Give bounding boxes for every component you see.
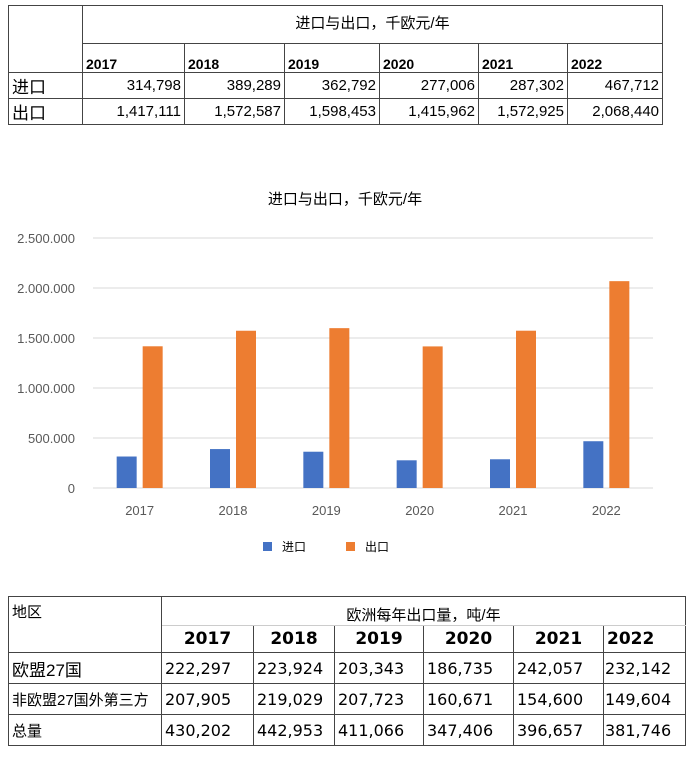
- y-tick-label: 1.500.000: [17, 331, 75, 346]
- year-header: 2017: [82, 43, 185, 73]
- chart-title: 进口与出口，千欧元/年: [268, 191, 422, 208]
- x-tick-label: 2019: [312, 503, 341, 518]
- cell: 411,066: [334, 714, 424, 746]
- row-label: 出口: [8, 98, 83, 125]
- table-title: 进口与出口，千欧元/年: [81, 5, 664, 44]
- year-header: 2019: [334, 625, 424, 653]
- cell: 203,343: [334, 652, 424, 684]
- cell: 1,598,453: [284, 98, 380, 125]
- cell: 160,671: [423, 683, 514, 715]
- year-header: 2021: [513, 625, 604, 653]
- cell: 1,572,925: [478, 98, 568, 125]
- table-row: 出口 1,417,111 1,572,587 1,598,453 1,415,9…: [8, 98, 664, 125]
- year-header: 2020: [379, 43, 479, 73]
- bar-export-2018: [236, 330, 256, 488]
- year-header: 2019: [284, 43, 380, 73]
- cell: 396,657: [513, 714, 604, 746]
- bar-import-2018: [210, 449, 230, 488]
- cell: 223,924: [253, 652, 335, 684]
- cell: 287,302: [478, 72, 568, 99]
- x-tick-label: 2018: [219, 503, 248, 518]
- y-tick-label: 500.000: [28, 431, 75, 446]
- bar-export-2021: [516, 330, 536, 488]
- cell: 219,029: [253, 683, 335, 715]
- import-export-value-table: 进口与出口，千欧元/年 2017 2018 2019 2020 2021 202…: [8, 5, 664, 125]
- cell: 1,415,962: [379, 98, 479, 125]
- legend: 进口 出口: [263, 540, 389, 554]
- bar-import-2017: [116, 456, 137, 488]
- cell: 381,746: [602, 714, 687, 746]
- bar-export-2019: [329, 328, 350, 488]
- cell: 467,712: [566, 72, 664, 99]
- corner-cell: [8, 5, 83, 73]
- x-tick-label: 2022: [592, 503, 621, 518]
- cell: 207,723: [334, 683, 424, 715]
- cell: 154,600: [513, 683, 604, 715]
- bar-import-2020: [396, 460, 417, 488]
- legend-label-import: 进口: [282, 540, 306, 554]
- cell: 186,735: [423, 652, 514, 684]
- cell: 1,572,587: [184, 98, 285, 125]
- bar-import-2019: [303, 451, 324, 488]
- table-row: 欧盟27国 222,297 223,924 203,343 186,735 24…: [8, 652, 687, 684]
- cell: 207,905: [161, 683, 254, 715]
- cell: 314,798: [82, 72, 185, 99]
- cell: 277,006: [379, 72, 479, 99]
- y-tick-label: 0: [68, 481, 75, 496]
- x-tick-label: 2021: [499, 503, 528, 518]
- table-row: 总量 430,202 442,953 411,066 347,406 396,6…: [8, 714, 687, 746]
- y-tick-label: 2.000.000: [17, 281, 75, 296]
- bar-export-2017: [142, 346, 163, 488]
- legend-swatch-export: [346, 542, 355, 551]
- export-volume-table: 地区 欧洲每年出口量，吨/年 2017 2018 2019 2020 2021 …: [8, 596, 687, 746]
- cell: 232,142: [602, 652, 687, 684]
- cell: 2,068,440: [566, 98, 664, 125]
- table-row: 非欧盟27国外第三方 207,905 219,029 207,723 160,6…: [8, 683, 687, 715]
- year-header: 2022: [602, 625, 687, 653]
- row-label: 欧盟27国: [8, 652, 162, 684]
- cell: 222,297: [161, 652, 254, 684]
- bar-export-2022: [609, 281, 630, 488]
- legend-label-export: 出口: [365, 540, 389, 554]
- row-label: 非欧盟27国外第三方: [8, 683, 162, 715]
- x-tick-label: 2017: [125, 503, 154, 518]
- row-label: 进口: [8, 72, 83, 99]
- y-tick-label: 2.500.000: [17, 231, 75, 246]
- row-label: 总量: [8, 714, 162, 746]
- year-header: 2018: [253, 625, 335, 653]
- cell: 389,289: [184, 72, 285, 99]
- bar-export-2020: [422, 346, 443, 488]
- year-header: 2021: [478, 43, 568, 73]
- legend-swatch-import: [263, 542, 272, 551]
- year-header: 2018: [184, 43, 285, 73]
- y-tick-label: 1.000.000: [17, 381, 75, 396]
- cell: 242,057: [513, 652, 604, 684]
- cell: 430,202: [161, 714, 254, 746]
- year-header: 2020: [423, 625, 514, 653]
- table-row: 进口 314,798 389,289 362,792 277,006 287,3…: [8, 72, 664, 99]
- cell: 149,604: [602, 683, 687, 715]
- bar-import-2022: [583, 441, 604, 488]
- region-header: 地区: [8, 596, 162, 653]
- year-header: 2022: [566, 43, 664, 73]
- cell: 362,792: [284, 72, 380, 99]
- cell: 347,406: [423, 714, 514, 746]
- cell: 442,953: [253, 714, 335, 746]
- year-header: 2017: [161, 625, 254, 653]
- bar-chart: 进口与出口，千欧元/年 0 500.000 1.000.000 1.500.000 2.…: [17, 191, 653, 554]
- table-title: 欧洲每年出口量，吨/年: [160, 596, 687, 626]
- cell: 1,417,111: [82, 98, 185, 125]
- x-tick-label: 2020: [405, 503, 434, 518]
- bar-import-2021: [490, 459, 510, 488]
